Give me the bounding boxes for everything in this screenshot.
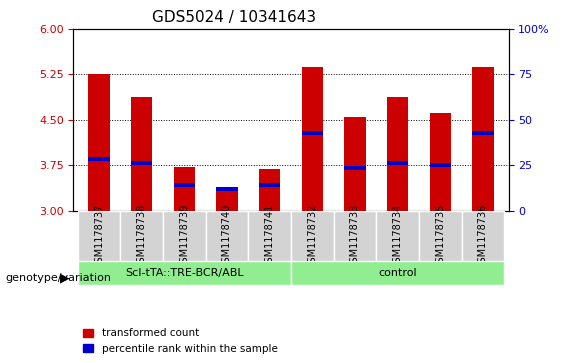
Bar xyxy=(131,97,153,211)
FancyBboxPatch shape xyxy=(419,211,462,261)
FancyBboxPatch shape xyxy=(249,211,291,261)
FancyBboxPatch shape xyxy=(78,261,291,285)
Bar xyxy=(429,163,451,167)
Text: GSM1178734: GSM1178734 xyxy=(393,203,403,269)
Text: GSM1178733: GSM1178733 xyxy=(350,203,360,269)
Text: GSM1178741: GSM1178741 xyxy=(264,203,275,269)
Bar xyxy=(472,131,494,135)
Bar xyxy=(429,113,451,211)
Bar xyxy=(131,161,153,166)
Bar xyxy=(259,183,280,187)
Text: control: control xyxy=(379,268,417,278)
FancyBboxPatch shape xyxy=(333,211,376,261)
Bar xyxy=(472,66,494,211)
FancyBboxPatch shape xyxy=(291,211,333,261)
Bar xyxy=(216,187,238,192)
Text: GSM1178736: GSM1178736 xyxy=(478,203,488,269)
Bar xyxy=(387,161,408,166)
Bar xyxy=(259,170,280,211)
Bar xyxy=(88,157,110,161)
Bar xyxy=(302,131,323,135)
Bar xyxy=(216,191,238,211)
Text: GSM1178735: GSM1178735 xyxy=(435,203,445,269)
Text: GSM1178737: GSM1178737 xyxy=(94,203,104,269)
Bar xyxy=(344,166,366,170)
Text: GDS5024 / 10341643: GDS5024 / 10341643 xyxy=(152,10,316,25)
Bar xyxy=(302,66,323,211)
FancyBboxPatch shape xyxy=(78,211,120,261)
Bar xyxy=(88,74,110,211)
FancyBboxPatch shape xyxy=(120,211,163,261)
Text: ▶: ▶ xyxy=(60,271,70,284)
Text: GSM1178732: GSM1178732 xyxy=(307,203,318,269)
Text: GSM1178740: GSM1178740 xyxy=(222,203,232,269)
Legend: transformed count, percentile rank within the sample: transformed count, percentile rank withi… xyxy=(79,324,281,358)
Bar xyxy=(344,117,366,211)
Text: ScI-tTA::TRE-BCR/ABL: ScI-tTA::TRE-BCR/ABL xyxy=(125,268,244,278)
Text: GSM1178738: GSM1178738 xyxy=(137,203,147,269)
FancyBboxPatch shape xyxy=(462,211,504,261)
Text: genotype/variation: genotype/variation xyxy=(6,273,112,283)
FancyBboxPatch shape xyxy=(163,211,206,261)
Bar xyxy=(173,167,195,211)
Text: GSM1178739: GSM1178739 xyxy=(179,203,189,269)
Bar xyxy=(387,97,408,211)
FancyBboxPatch shape xyxy=(291,261,504,285)
FancyBboxPatch shape xyxy=(206,211,249,261)
FancyBboxPatch shape xyxy=(376,211,419,261)
Bar xyxy=(173,183,195,187)
